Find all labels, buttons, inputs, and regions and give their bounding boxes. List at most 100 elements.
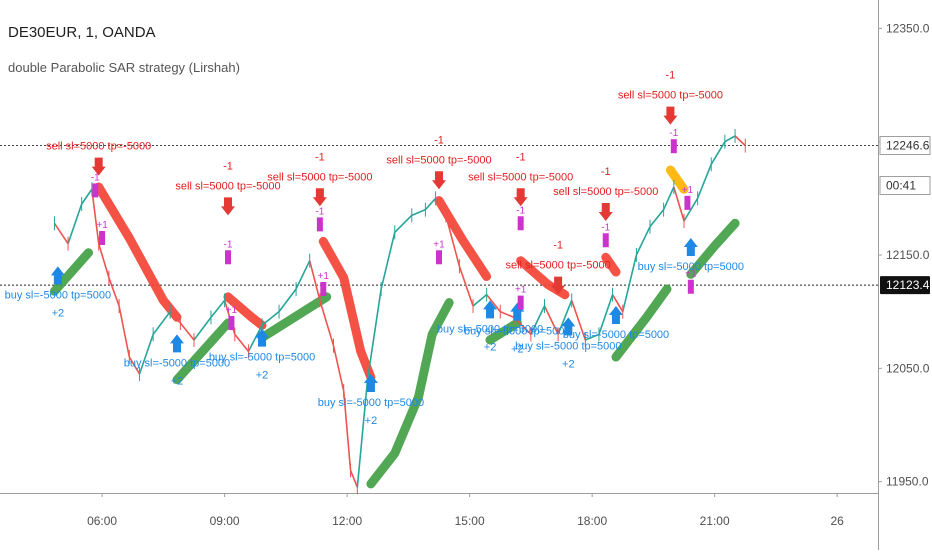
exit-mark: +1 — [682, 185, 694, 210]
price-segment — [458, 266, 474, 307]
sell-signal: sell sl=5000 tp=-5000 -1 — [506, 240, 611, 295]
exit-mark-bar — [684, 195, 691, 210]
buy-signal-label: buy sl=-5000 tp=5000 — [124, 357, 230, 369]
sar-up-segment — [366, 298, 454, 489]
buy-signal-count: +2 — [365, 415, 378, 427]
exit-mark-label: +1 — [682, 185, 694, 196]
countdown-badge-border — [879, 176, 931, 196]
exit-mark-label: +1 — [433, 239, 445, 250]
sell-signal-label: sell sl=5000 tp=-5000 — [553, 186, 658, 198]
sar-down-segment — [434, 196, 492, 281]
sar-down-segment — [223, 292, 267, 330]
exit-mark-bar — [602, 233, 609, 248]
exit-mark-label: -1 — [516, 205, 525, 216]
countdown-badge: 00:41 — [880, 176, 930, 195]
buy-signal-count: +2 — [52, 307, 65, 319]
buy-signal-count: +2 — [171, 375, 184, 387]
price-segment — [118, 305, 131, 358]
price-segment — [67, 203, 83, 244]
sar-up-segment — [172, 318, 233, 385]
price-segment — [635, 226, 651, 256]
exit-mark-label: -1 — [669, 128, 678, 139]
price-segment — [434, 197, 447, 216]
price-segment — [696, 164, 712, 199]
exit-mark: +1 — [96, 220, 108, 245]
exit-mark-bar — [517, 216, 524, 231]
x-tick-label: 15:00 — [455, 514, 485, 528]
price-segment — [621, 254, 638, 312]
sell-signal-count: -1 — [553, 240, 563, 252]
sell-signal: sell sl=5000 tp=-5000 -1 — [618, 70, 723, 125]
price-segment — [710, 141, 726, 165]
y-tick-label: 12350.0 — [886, 21, 930, 35]
price-segment — [295, 260, 311, 290]
exit-mark-bar — [670, 139, 677, 154]
buy-signal-label: buy sl=-5000 tp=5000 — [563, 329, 669, 341]
sell-signal-label: sell sl=5000 tp=-5000 — [46, 141, 151, 153]
x-tick-label: 21:00 — [700, 514, 730, 528]
exit-mark-bar — [436, 250, 442, 265]
price-segment — [108, 277, 120, 307]
price-segment — [319, 300, 335, 346]
buy-signal-count: +2 — [256, 370, 269, 382]
buy-signal: buy sl=-5000 tp=5000 +2 — [124, 334, 230, 387]
price-segment — [210, 299, 226, 318]
symbol-title: DE30EUR, 1, OANDA — [8, 24, 156, 41]
last-price-badge-bg — [880, 136, 930, 155]
buy-signal-label: buy sl=-5000 tp=5000 — [318, 397, 424, 409]
buy-signal: buy sl=-5000 tp=5000 +2 — [5, 266, 111, 319]
exit-mark-label: +1 — [685, 269, 697, 280]
sell-signal-count: -1 — [223, 160, 233, 172]
price-segment — [81, 188, 93, 205]
exit-mark: +1 — [515, 285, 527, 310]
exit-mark: -1 — [224, 239, 233, 265]
exit-mark-bar — [228, 316, 235, 330]
sell-signal: sell sl=5000 tp=-5000 -1 — [386, 134, 492, 190]
buy-signal-label: buy sl=-5000 tp=5000 — [5, 289, 111, 301]
buy-arrow-icon — [255, 328, 270, 347]
exit-mark: +1 — [433, 239, 445, 265]
buy-arrow-icon — [608, 306, 623, 324]
sell-signal-label: sell sl=5000 tp=-5000 — [506, 260, 611, 272]
price-segment — [673, 186, 685, 222]
exit-mark: -1 — [516, 205, 526, 231]
price-segment — [342, 390, 352, 471]
price-segment — [278, 288, 297, 313]
buy-arrow-icon — [483, 300, 498, 319]
price-segment — [152, 311, 171, 335]
sell-signal-label: sell sl=5000 tp=-5000 — [175, 180, 280, 192]
price-segment — [486, 294, 501, 313]
price-segment — [411, 208, 426, 217]
sell-signal-count: -1 — [434, 134, 444, 146]
price-segment — [724, 135, 736, 143]
exit-mark: +1 — [685, 269, 697, 294]
sell-signal-label: sell sl=5000 tp=-5000 — [618, 90, 723, 102]
buy-signal-label: buy sl=-5000 tp=5000 — [209, 352, 315, 364]
exit-mark-bar — [92, 183, 99, 198]
sar-up-segment — [611, 284, 672, 362]
exit-mark-bar — [225, 250, 232, 265]
price-segment — [543, 305, 559, 335]
price-segment — [138, 334, 154, 375]
price-segment — [598, 294, 614, 335]
sell-arrow-icon — [663, 106, 678, 125]
price-segment — [128, 356, 141, 375]
sell-signal: sell sl=5000 tp=-5000 -1 — [267, 151, 372, 207]
price-segment — [570, 300, 587, 341]
sell-signal-label: sell sl=5000 tp=-5000 — [386, 154, 491, 166]
x-tick-label: 12:00 — [332, 514, 362, 528]
sell-arrow-icon — [551, 276, 566, 295]
sell-signal-label: sell sl=5000 tp=-5000 — [267, 171, 372, 183]
price-segment — [169, 311, 181, 324]
buy-signal-label: buy sl=-5000 tp=5000 — [437, 323, 543, 335]
level-badge: 12123.4 — [880, 276, 930, 295]
exit-mark-bar — [320, 282, 327, 296]
sell-arrow-icon — [598, 203, 613, 221]
sell-signal: sell sl=5000 tp=-5000 -1 — [175, 160, 281, 216]
price-segment — [234, 333, 250, 352]
price-segment — [394, 214, 413, 233]
sell-signal: sell sl=5000 tp=-5000 — [46, 141, 151, 176]
price-segment — [380, 232, 396, 290]
